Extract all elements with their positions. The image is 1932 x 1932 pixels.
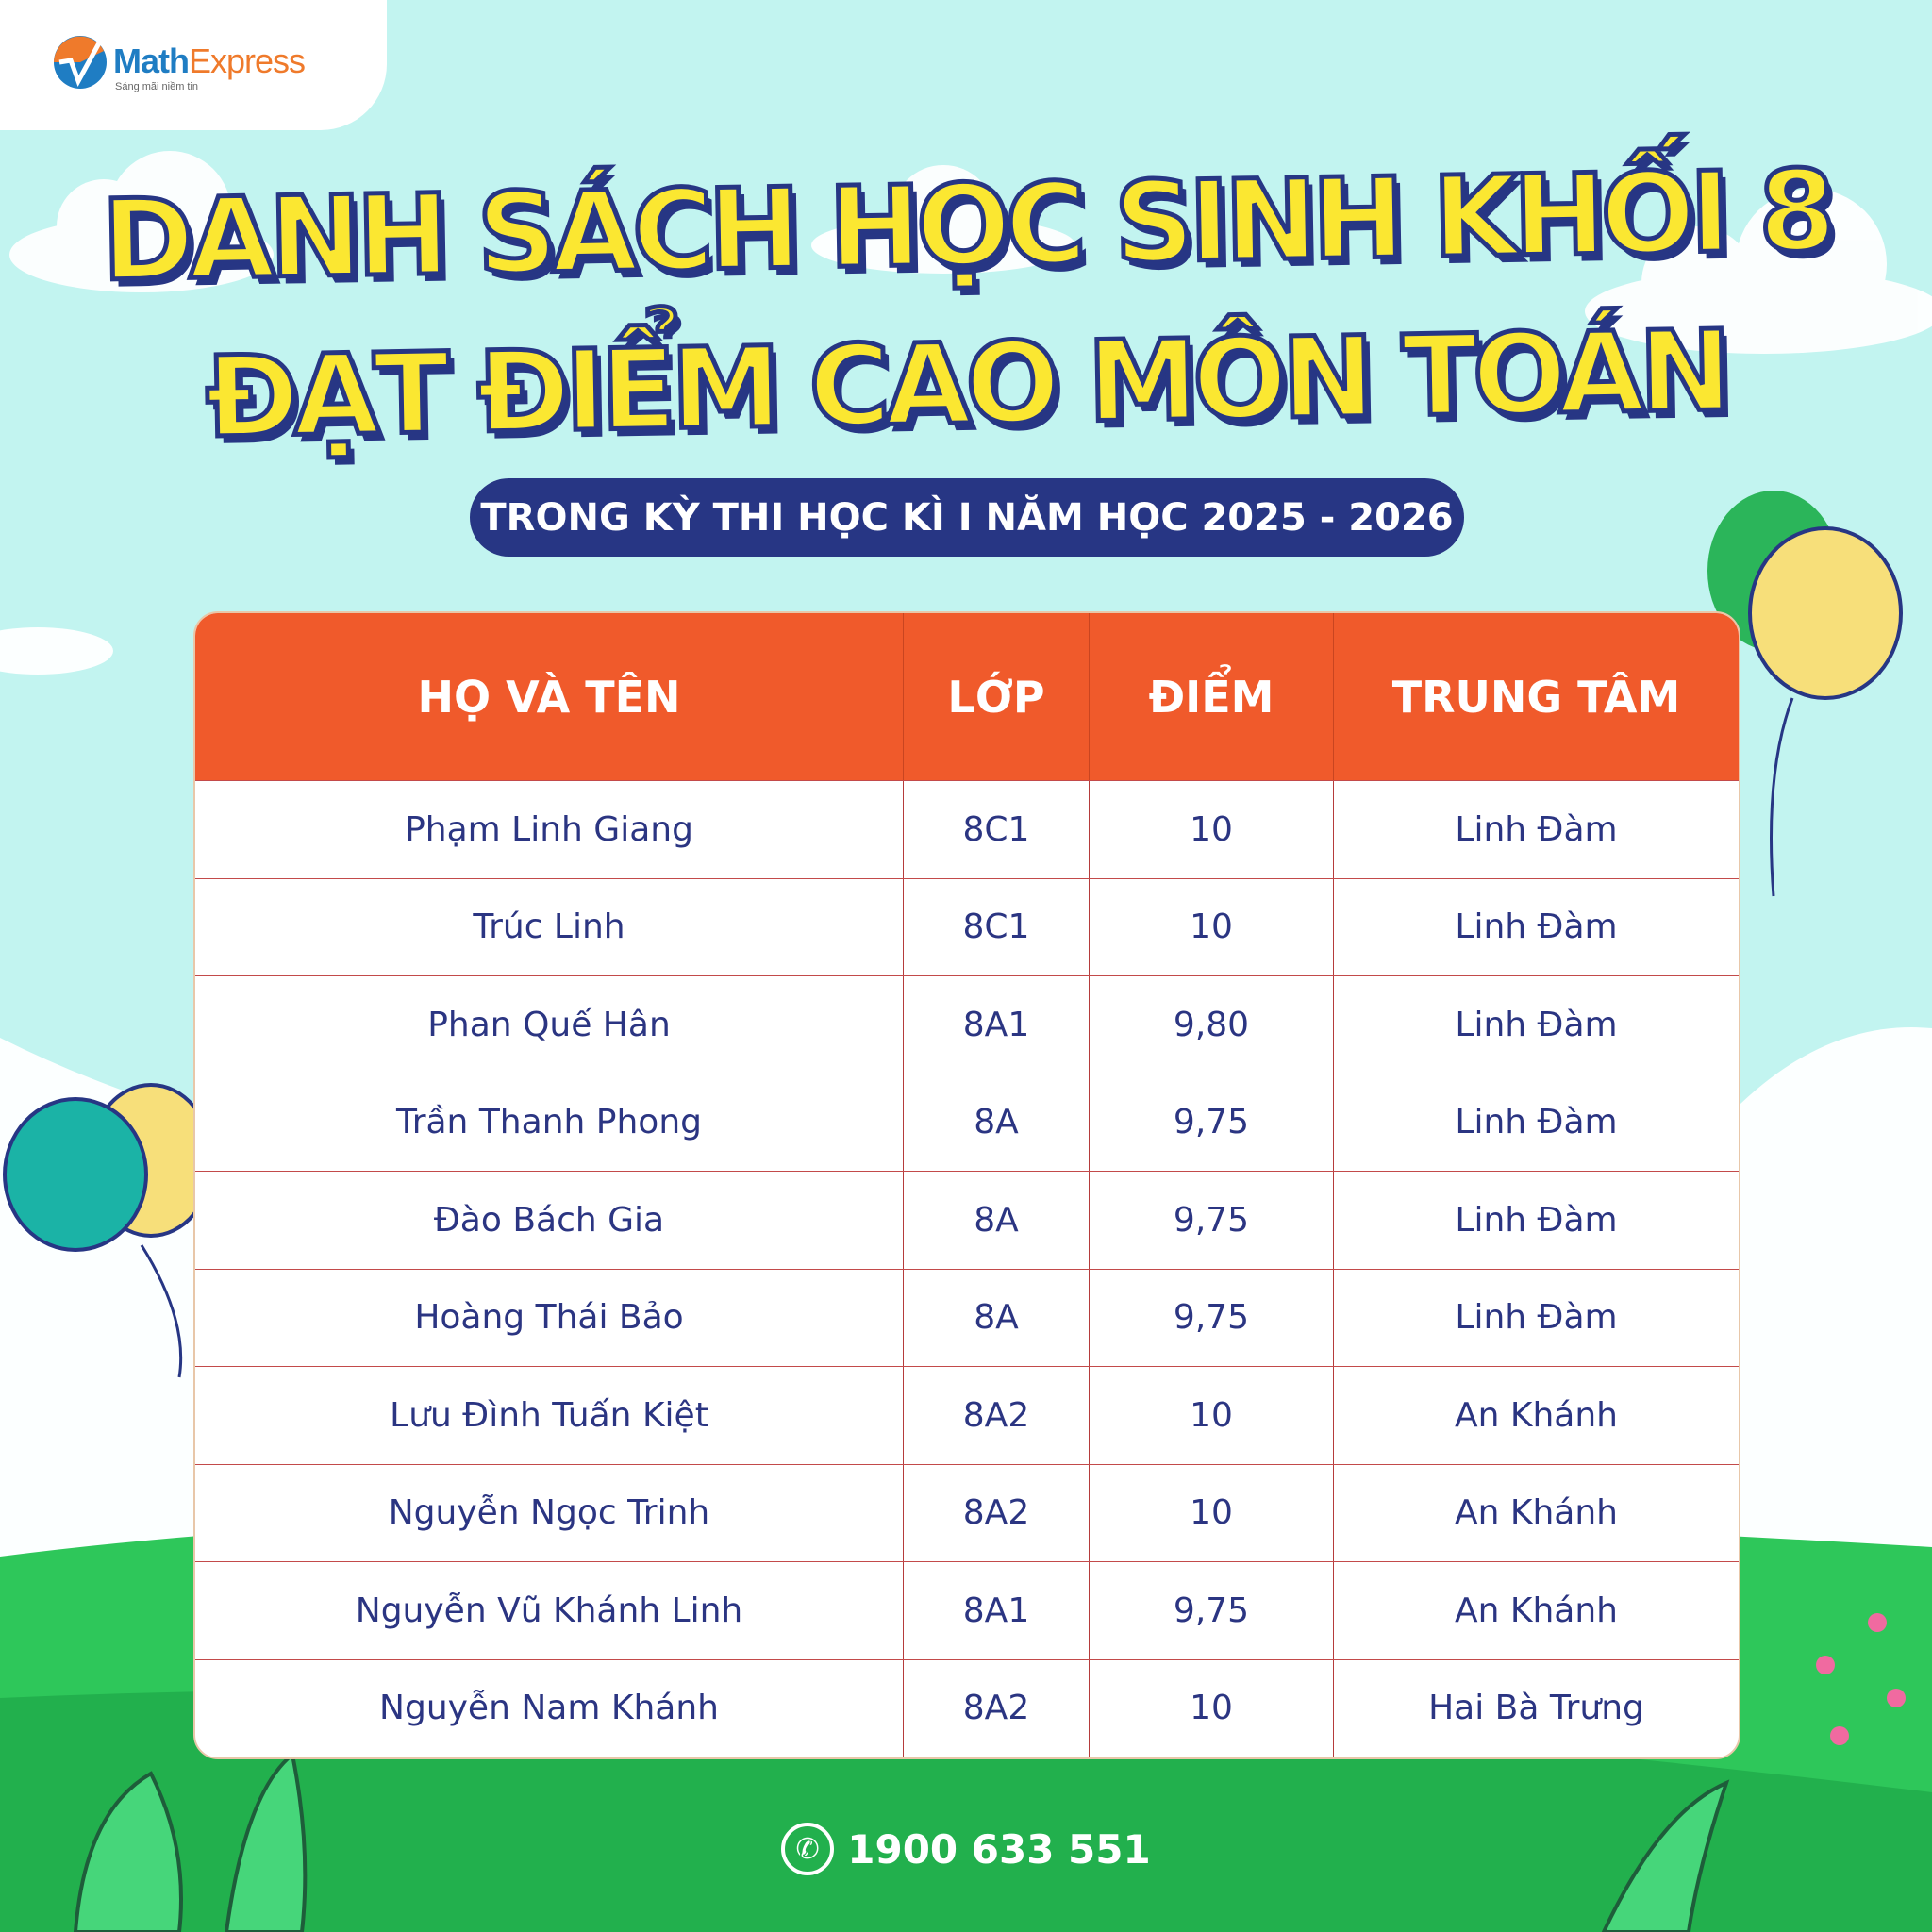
header-score: ĐIỂM [1089, 613, 1333, 780]
phone-number[interactable]: 1900 633 551 [847, 1825, 1151, 1873]
cell-center: An Khánh [1333, 1367, 1739, 1464]
logo-brand-b: Express [189, 42, 306, 80]
table-row: Hoàng Thái Bảo 8A 9,75 Linh Đàm [195, 1268, 1739, 1366]
cell-student-name: Lưu Đình Tuấn Kiệt [390, 1395, 708, 1435]
subtitle-pill: TRONG KỲ THI HỌC KÌ I NĂM HỌC 2025 - 202… [470, 478, 1464, 557]
cell-center: Linh Đàm [1333, 878, 1739, 975]
cell-class: 8A [903, 1074, 1089, 1171]
cell-student-name: Trần Thanh Phong [396, 1103, 702, 1142]
cell-student-name: Nguyễn Nam Khánh [379, 1689, 719, 1728]
table-row: Nguyễn Nam Khánh 8A2 10 Hai Bà Trưng [195, 1658, 1739, 1757]
table-row: Nguyễn Vũ Khánh Linh 8A1 9,75 An Khánh [195, 1561, 1739, 1659]
table-row: Phạm Linh Giang 8C1 10 Linh Đàm [195, 780, 1739, 878]
cell-student-name: Nguyễn Ngọc Trinh [388, 1493, 710, 1533]
cell-student-name: Nguyễn Vũ Khánh Linh [355, 1591, 743, 1630]
cell-center: Linh Đàm [1333, 1074, 1739, 1171]
logo-brand-a: Math [113, 42, 190, 80]
header-center: TRUNG TÂM [1333, 613, 1739, 780]
student-table: HỌ VÀ TÊN LỚP ĐIỂM TRUNG TÂM Phạm Linh G… [193, 611, 1740, 1759]
cell-center: Linh Đàm [1333, 976, 1739, 1074]
table-row: Trúc Linh 8C1 10 Linh Đàm [195, 877, 1739, 975]
cell-student-name: Phạm Linh Giang [405, 809, 693, 849]
header-class: LỚP [903, 613, 1089, 780]
cell-score: 9,80 [1089, 976, 1333, 1074]
cell-student-name: Phan Quế Hân [427, 1005, 671, 1044]
table-row: Trần Thanh Phong 8A 9,75 Linh Đàm [195, 1073, 1739, 1171]
cell-class: 8A [903, 1269, 1089, 1366]
cell-student-name: Hoàng Thái Bảo [414, 1298, 684, 1338]
logo-tagline: Sáng mãi niềm tin [115, 81, 199, 92]
cell-class: 8C1 [903, 781, 1089, 878]
cell-student-name: Trúc Linh [473, 908, 625, 947]
cell-class: 8A1 [903, 976, 1089, 1074]
table-row: Đào Bách Gia 8A 9,75 Linh Đàm [195, 1171, 1739, 1269]
cell-score: 9,75 [1089, 1172, 1333, 1269]
cell-class: 8A2 [903, 1464, 1089, 1561]
cell-class: 8C1 [903, 878, 1089, 975]
cell-score: 10 [1089, 781, 1333, 878]
cell-class: 8A [903, 1172, 1089, 1269]
table-row: Phan Quế Hân 8A1 9,80 Linh Đàm [195, 975, 1739, 1074]
footer-phone: ✆ 1900 633 551 [0, 1823, 1932, 1875]
cell-score: 10 [1089, 1367, 1333, 1464]
cell-center: Hai Bà Trưng [1333, 1659, 1739, 1757]
cell-center: Linh Đàm [1333, 781, 1739, 878]
cell-center: Linh Đàm [1333, 1269, 1739, 1366]
cell-center: Linh Đàm [1333, 1172, 1739, 1269]
cell-score: 9,75 [1089, 1269, 1333, 1366]
cell-score: 9,75 [1089, 1562, 1333, 1659]
cell-score: 10 [1089, 1464, 1333, 1561]
balloons-right [1707, 491, 1903, 897]
header-name: HỌ VÀ TÊN [417, 671, 681, 723]
cell-class: 8A2 [903, 1367, 1089, 1464]
mathexpress-logo: MathExpress Sáng mãi niềm tin [0, 0, 387, 130]
cell-class: 8A2 [903, 1659, 1089, 1757]
logo-mark-icon [54, 36, 107, 89]
cell-student-name: Đào Bách Gia [433, 1200, 665, 1240]
cell-center: An Khánh [1333, 1562, 1739, 1659]
cell-score: 10 [1089, 878, 1333, 975]
cell-class: 8A1 [903, 1562, 1089, 1659]
table-row: Nguyễn Ngọc Trinh 8A2 10 An Khánh [195, 1463, 1739, 1561]
cell-center: An Khánh [1333, 1464, 1739, 1561]
balloons-left [3, 1083, 214, 1378]
table-header: HỌ VÀ TÊN LỚP ĐIỂM TRUNG TÂM [195, 613, 1739, 780]
cell-score: 10 [1089, 1659, 1333, 1757]
table-row: Lưu Đình Tuấn Kiệt 8A2 10 An Khánh [195, 1366, 1739, 1464]
cell-score: 9,75 [1089, 1074, 1333, 1171]
phone-icon: ✆ [781, 1823, 835, 1875]
